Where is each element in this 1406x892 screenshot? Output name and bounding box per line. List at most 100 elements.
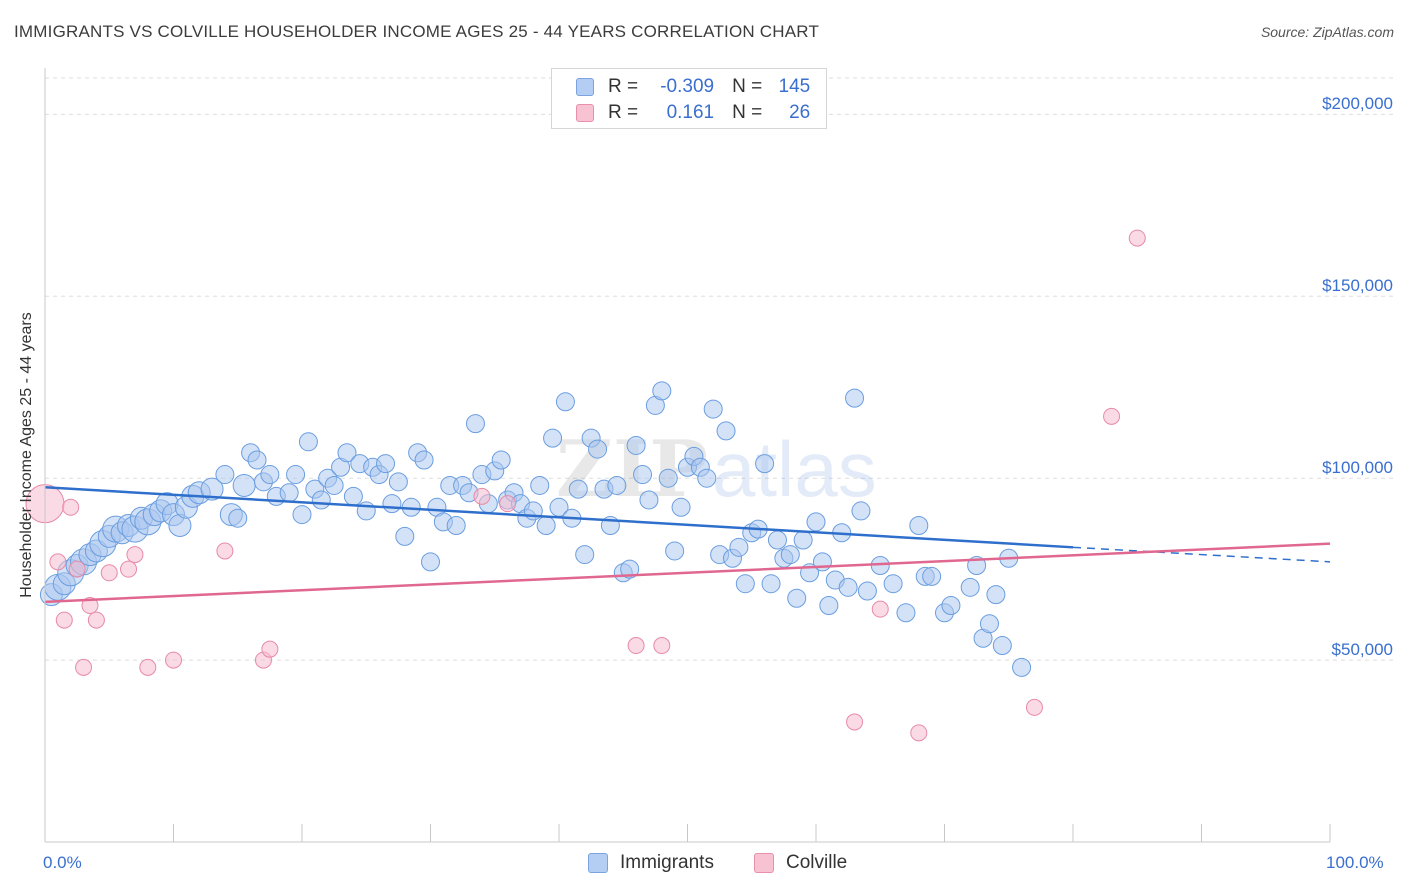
immigrants-point — [382, 494, 402, 514]
colville-swatch — [576, 104, 594, 122]
colville-point — [139, 658, 157, 676]
immigrants-point — [260, 465, 280, 485]
watermark-atlas: atlas — [712, 425, 877, 513]
immigrants-point — [838, 577, 858, 597]
immigrants-point — [665, 541, 685, 561]
colville-point — [1128, 229, 1146, 247]
n-value: 145 — [778, 76, 811, 97]
colville-point — [1103, 407, 1121, 425]
axes — [44, 68, 1331, 843]
immigrants-point — [279, 483, 299, 503]
colville-point — [87, 611, 105, 629]
immigrants-point — [819, 596, 839, 616]
gridlines — [45, 77, 1395, 661]
series-legend: Immigrants Colville — [0, 852, 1406, 876]
immigrants-point — [414, 450, 434, 470]
immigrants-point — [1012, 657, 1032, 677]
colville-point — [261, 640, 279, 658]
legend-label-immigrants: Immigrants — [620, 852, 714, 873]
legend-item-colville[interactable]: Colville — [754, 852, 847, 874]
x-tick-label-max: 100.0% — [1326, 853, 1384, 872]
legend-item-immigrants[interactable]: Immigrants — [588, 852, 714, 874]
n-label: N = — [732, 102, 763, 123]
r-value: -0.309 — [660, 76, 715, 97]
immigrants-point — [755, 454, 775, 474]
legend-row-colville: R = 0.161 N = 26 — [576, 101, 810, 125]
immigrants-point — [806, 512, 826, 532]
immigrants-point — [633, 465, 653, 485]
n-label: N = — [732, 76, 763, 97]
immigrants-point — [793, 530, 813, 550]
immigrants-point — [851, 501, 871, 521]
immigrants-point — [767, 530, 787, 550]
immigrants-points — [39, 381, 1032, 677]
immigrants-point — [626, 435, 646, 455]
colville-point — [62, 498, 80, 516]
y-axis-label: Householder Income Ages 25 - 44 years — [18, 312, 35, 598]
immigrants-point — [491, 450, 511, 470]
y-tick-label: $150,000 — [1322, 276, 1393, 296]
immigrants-point — [298, 432, 318, 452]
immigrants-point — [388, 472, 408, 492]
colville-point — [81, 597, 99, 615]
immigrants-point — [857, 581, 877, 601]
colville-point — [473, 487, 491, 505]
colville-points — [25, 229, 1146, 742]
immigrants-point — [787, 588, 807, 608]
immigrants-point — [941, 596, 961, 616]
immigrants-point — [716, 421, 736, 441]
immigrants-legend-swatch — [588, 853, 608, 873]
r-value: 0.161 — [666, 102, 715, 123]
immigrants-point — [671, 497, 691, 517]
r-label: R = — [608, 102, 639, 123]
immigrants-point — [607, 475, 627, 495]
x-tick-label-min: 0.0% — [43, 853, 82, 872]
immigrants-point — [845, 388, 865, 408]
source-credit: Source: ZipAtlas.com — [1260, 24, 1394, 40]
immigrants-point — [465, 414, 485, 434]
immigrants-point — [922, 566, 942, 586]
colville-point — [910, 724, 928, 742]
immigrants-point — [652, 381, 672, 401]
y-tick-label: $200,000 — [1322, 94, 1393, 114]
watermark: ZIP atlas — [556, 424, 877, 515]
legend-row-immigrants: R = -0.309 N = 145 — [576, 75, 810, 99]
immigrants-point — [960, 577, 980, 597]
immigrants-point — [446, 515, 466, 535]
immigrants-point — [735, 574, 755, 594]
immigrants-point — [761, 574, 781, 594]
immigrants-point — [909, 515, 929, 535]
colville-point — [846, 713, 864, 731]
immigrants-point — [530, 475, 550, 495]
colville-point — [499, 495, 517, 513]
immigrants-swatch — [576, 78, 594, 96]
immigrants-point — [395, 526, 415, 546]
y-tick-label: $50,000 — [1331, 640, 1393, 660]
n-value: 26 — [789, 102, 811, 123]
immigrants-point — [729, 537, 749, 557]
colville-point — [100, 564, 118, 582]
immigrants-point — [343, 486, 363, 506]
colville-point — [627, 637, 645, 655]
chart-title: IMMIGRANTS VS COLVILLE HOUSEHOLDER INCOM… — [14, 22, 820, 41]
trend-lines — [44, 486, 1331, 604]
immigrants-point — [986, 585, 1006, 605]
immigrants-point — [658, 468, 678, 488]
y-tick-label: $100,000 — [1322, 458, 1393, 478]
immigrants-point — [215, 465, 235, 485]
colville-point — [55, 611, 73, 629]
colville-point — [68, 560, 86, 578]
immigrants-point — [620, 559, 640, 579]
immigrants-point — [536, 515, 556, 535]
immigrants-point — [292, 505, 312, 525]
immigrants-point — [575, 545, 595, 565]
immigrants-point — [992, 636, 1012, 656]
immigrants-point — [588, 439, 608, 459]
immigrants-point — [568, 479, 588, 499]
immigrants-point — [337, 443, 357, 463]
colville-legend-swatch — [754, 853, 774, 873]
immigrants-point — [555, 392, 575, 412]
immigrants-point — [311, 490, 331, 510]
immigrants-point — [703, 399, 723, 419]
immigrants-point — [896, 603, 916, 623]
